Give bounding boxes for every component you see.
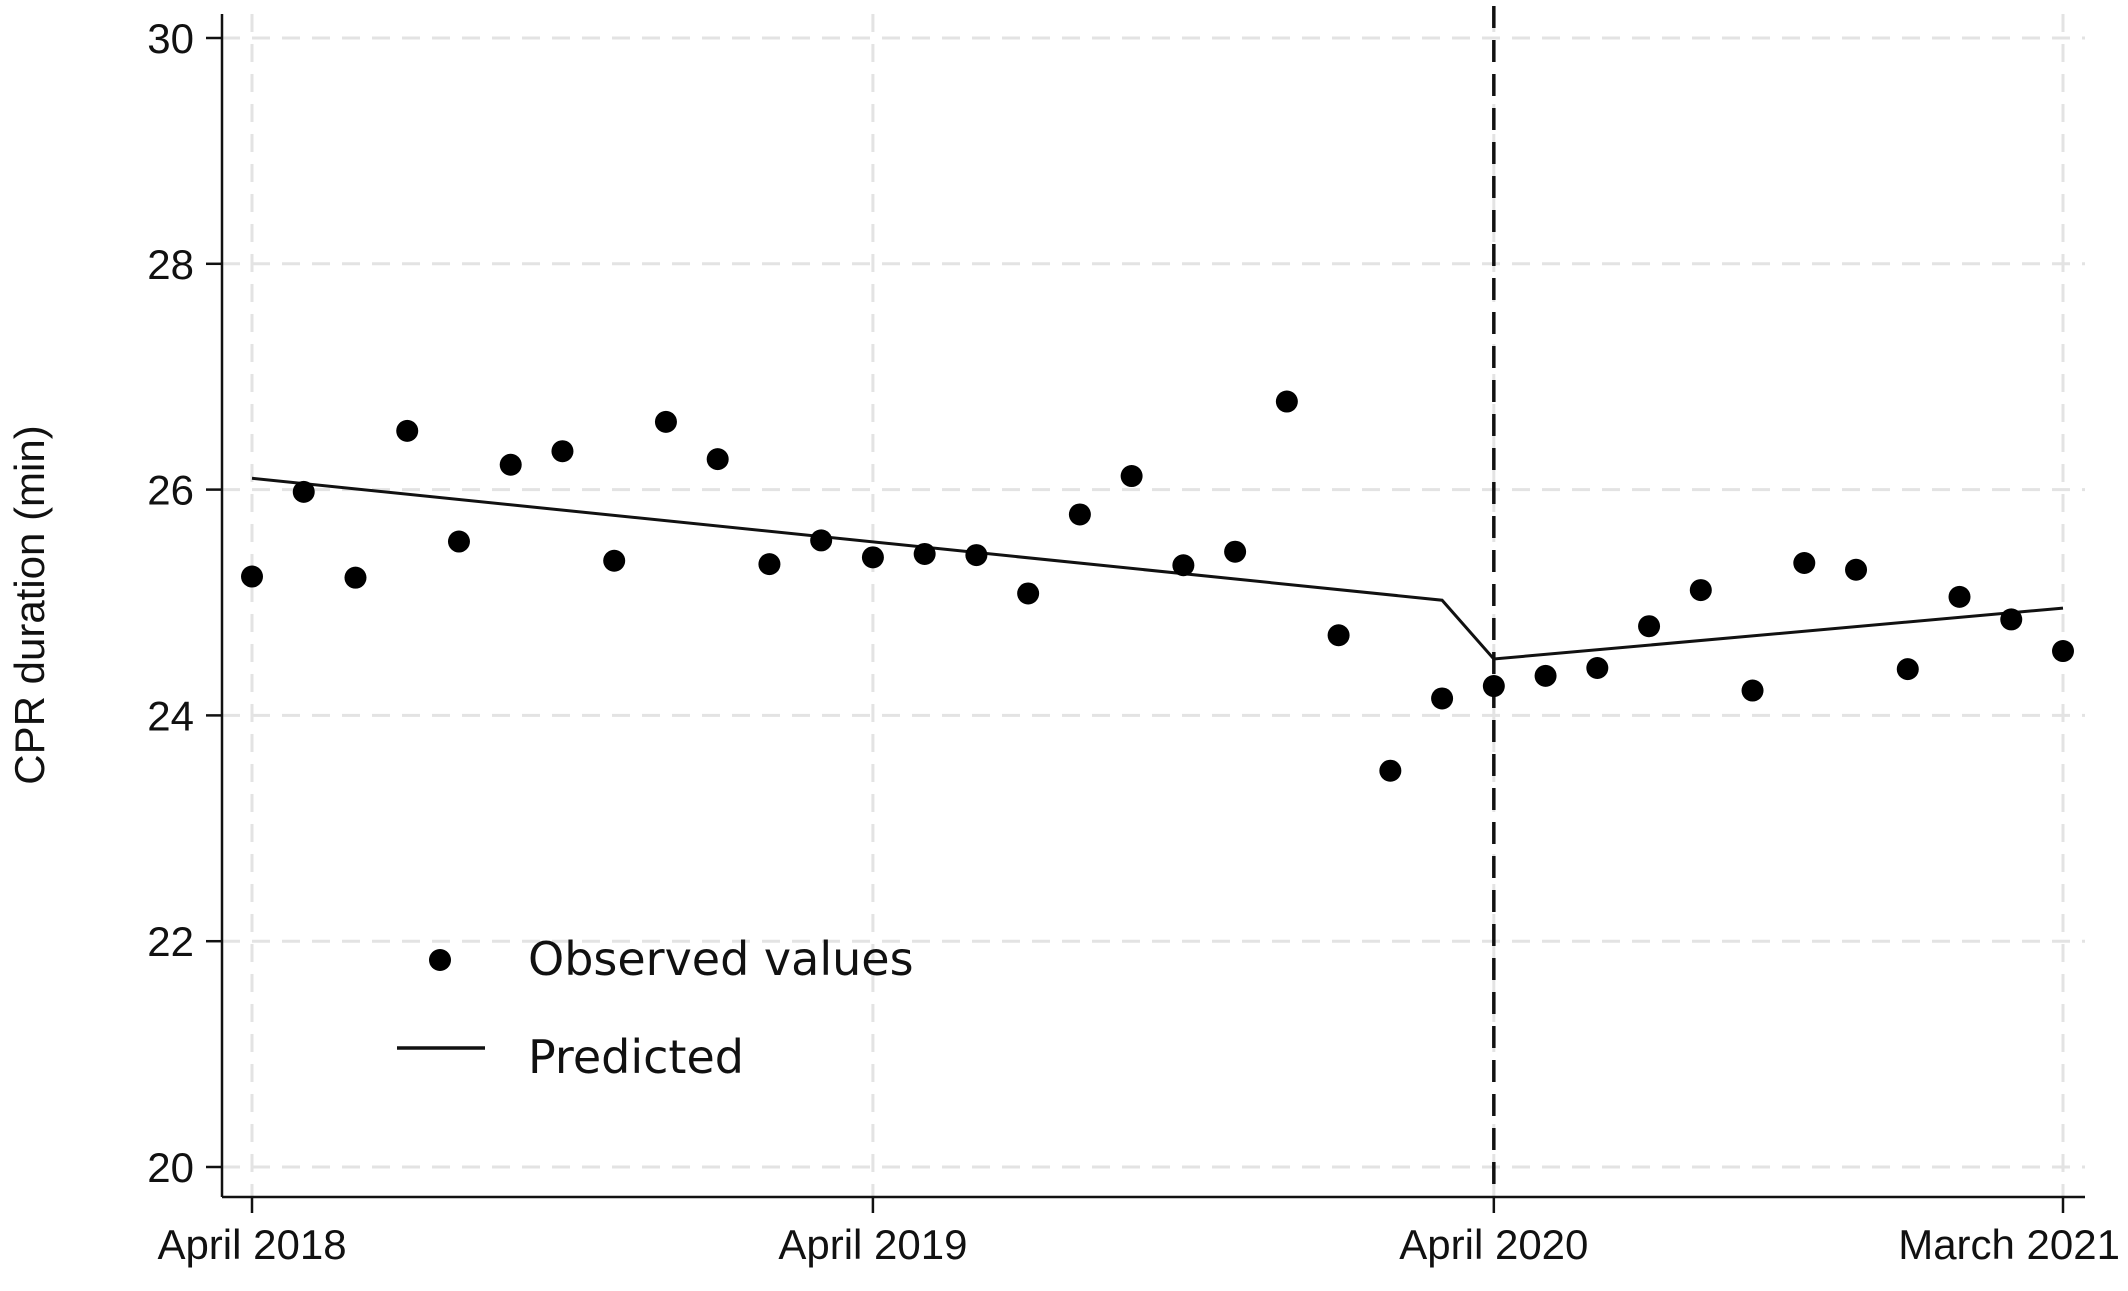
observed-point <box>1224 540 1247 563</box>
axes <box>220 14 2085 1199</box>
y-tick-label: 24 <box>147 692 194 739</box>
observed-point <box>1431 687 1454 710</box>
y-tick-label: 22 <box>147 918 194 965</box>
observed-point <box>551 440 574 463</box>
observed-point <box>1586 656 1609 679</box>
observed-point <box>1068 503 1091 526</box>
observed-point <box>2000 608 2023 631</box>
observed-point <box>499 453 522 476</box>
observed-point <box>913 542 936 565</box>
observed-points <box>241 390 2074 782</box>
observed-point <box>1948 585 1971 608</box>
observed-point <box>706 448 729 471</box>
observed-point <box>1741 679 1764 702</box>
observed-point <box>1482 675 1505 698</box>
observed-point <box>292 480 315 503</box>
predicted-line <box>251 476 2064 661</box>
observed-point <box>1845 558 1868 581</box>
observed-point <box>654 410 677 433</box>
legend: Observed values Predicted <box>397 932 914 1084</box>
y-tick-label: 28 <box>147 241 194 288</box>
observed-point <box>1275 390 1298 413</box>
legend-label-observed: Observed values <box>528 932 914 986</box>
y-axis-title: CPR duration (min) <box>6 425 53 784</box>
x-tick-label: April 2019 <box>778 1221 967 1268</box>
observed-point <box>2052 640 2074 663</box>
legend-label-predicted: Predicted <box>528 1030 744 1084</box>
observed-point <box>1172 554 1195 577</box>
observed-point <box>1689 579 1712 602</box>
observed-point <box>965 544 988 567</box>
observed-point <box>396 419 419 442</box>
observed-point <box>603 549 626 572</box>
observed-point <box>1793 551 1816 574</box>
observed-point <box>1327 624 1350 647</box>
observed-point <box>861 546 884 569</box>
gridlines <box>222 14 2085 1197</box>
observed-point <box>447 530 470 553</box>
x-tick-label: April 2018 <box>157 1221 346 1268</box>
x-tick-label: March 2021 <box>1898 1221 2120 1268</box>
y-axis-ticks: 20 22 24 26 28 30 <box>147 15 222 1191</box>
observed-point <box>241 565 263 588</box>
observed-point <box>344 566 367 589</box>
y-tick-label: 30 <box>147 15 194 62</box>
observed-point <box>1120 465 1143 488</box>
y-tick-label: 26 <box>147 467 194 514</box>
observed-point <box>758 553 781 576</box>
y-tick-label: 20 <box>147 1144 194 1191</box>
observed-point <box>810 529 833 552</box>
observed-point <box>1017 582 1040 605</box>
x-tick-label: April 2020 <box>1399 1221 1588 1268</box>
observed-point <box>1896 658 1919 681</box>
legend-marker-observed <box>429 949 451 971</box>
x-axis-ticks: April 2018 April 2019 April 2020 March 2021 <box>157 1197 2120 1268</box>
observed-point <box>1379 759 1402 782</box>
observed-point <box>1534 664 1557 687</box>
observed-point <box>1638 615 1661 638</box>
